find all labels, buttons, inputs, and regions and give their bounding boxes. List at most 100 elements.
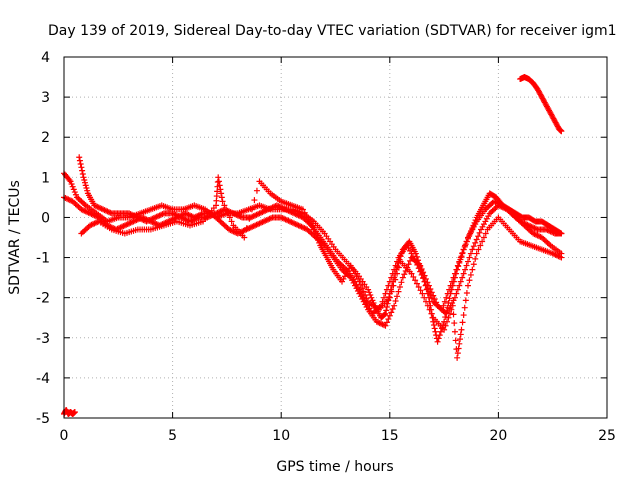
data-point <box>446 310 453 317</box>
data-point <box>382 322 389 329</box>
data-point <box>360 288 367 295</box>
data-point <box>454 262 461 269</box>
data-point <box>455 345 462 352</box>
series-track-c <box>76 154 565 317</box>
data-point <box>415 265 422 272</box>
data-point <box>466 277 473 284</box>
data-point <box>470 261 477 268</box>
data-point <box>383 319 390 326</box>
data-point <box>386 278 393 285</box>
data-point <box>428 310 435 317</box>
data-point <box>451 294 458 301</box>
data-point <box>470 243 477 250</box>
data-point <box>469 266 476 273</box>
data-point <box>459 250 466 257</box>
data-point <box>359 285 366 292</box>
data-point <box>464 258 471 265</box>
y-tick-label: -1 <box>36 251 50 267</box>
data-point <box>246 215 253 222</box>
data-point <box>386 293 393 300</box>
data-point <box>391 266 398 273</box>
data-point <box>215 178 222 185</box>
data-point <box>472 255 479 262</box>
data-point <box>473 236 480 243</box>
data-point <box>388 288 395 295</box>
data-point <box>450 311 457 318</box>
data-point <box>451 328 458 335</box>
data-point <box>451 270 458 277</box>
data-point <box>453 290 460 297</box>
data-point <box>454 286 461 293</box>
data-point <box>307 219 314 226</box>
data-point <box>457 278 464 285</box>
data-point <box>463 262 470 269</box>
data-point <box>385 282 392 289</box>
data-point <box>362 291 369 298</box>
data-point <box>442 322 449 329</box>
axis-ticks: 0 5 10 15 20 25 -5 -4 -3 -2 -1 0 1 2 3 4 <box>36 50 616 444</box>
data-point <box>475 246 482 253</box>
data-point <box>430 322 437 329</box>
data-point <box>475 233 482 240</box>
data-point <box>356 278 363 285</box>
data-point <box>467 271 474 278</box>
data-point <box>412 277 419 284</box>
data-point <box>452 337 459 344</box>
data-point <box>357 281 364 288</box>
data-point <box>305 216 312 223</box>
y-tick-label: 3 <box>41 90 50 106</box>
data-point <box>421 278 428 285</box>
data-point <box>395 288 402 295</box>
x-tick-label: 0 <box>60 428 69 444</box>
data-point <box>462 241 469 248</box>
data-point <box>472 239 479 246</box>
data-point <box>80 174 87 181</box>
data-point <box>419 290 426 297</box>
data-point <box>79 167 86 174</box>
data-point <box>449 302 456 309</box>
data-point <box>381 311 388 318</box>
data-point <box>398 279 405 286</box>
data-point <box>423 281 429 288</box>
plot-frame <box>63 56 608 419</box>
data-point <box>456 340 463 347</box>
data-point <box>383 307 390 314</box>
data-point <box>365 286 372 293</box>
y-tick-label: 2 <box>41 130 50 146</box>
data-point <box>421 294 428 301</box>
series-track-d <box>78 174 565 361</box>
data-point <box>445 314 452 321</box>
data-point <box>469 246 476 253</box>
data-point <box>428 295 435 302</box>
data-point <box>462 242 469 249</box>
data-point <box>391 302 398 309</box>
data-point <box>76 157 83 164</box>
data-point <box>457 254 464 261</box>
data-point <box>303 213 310 220</box>
data-point <box>431 325 438 332</box>
data-point <box>453 266 460 273</box>
data-point <box>464 282 471 289</box>
data-point <box>480 234 487 241</box>
data-point <box>381 294 388 301</box>
data-point <box>451 320 458 327</box>
data-point <box>437 328 444 335</box>
data-point <box>392 262 399 269</box>
data-point <box>383 304 390 311</box>
data-point <box>316 239 323 246</box>
data-point <box>424 285 431 292</box>
data-point <box>454 354 461 361</box>
data-point <box>367 291 374 298</box>
data-point <box>389 306 396 313</box>
data-point <box>467 250 474 257</box>
data-point <box>368 294 375 301</box>
data-point <box>417 268 424 275</box>
data-point <box>414 261 421 268</box>
data-point <box>392 298 399 305</box>
data-point <box>426 306 433 313</box>
data-point <box>69 183 76 190</box>
data-point <box>70 186 77 193</box>
data-point <box>443 294 450 301</box>
data-point <box>226 214 233 221</box>
data-point <box>84 187 91 194</box>
